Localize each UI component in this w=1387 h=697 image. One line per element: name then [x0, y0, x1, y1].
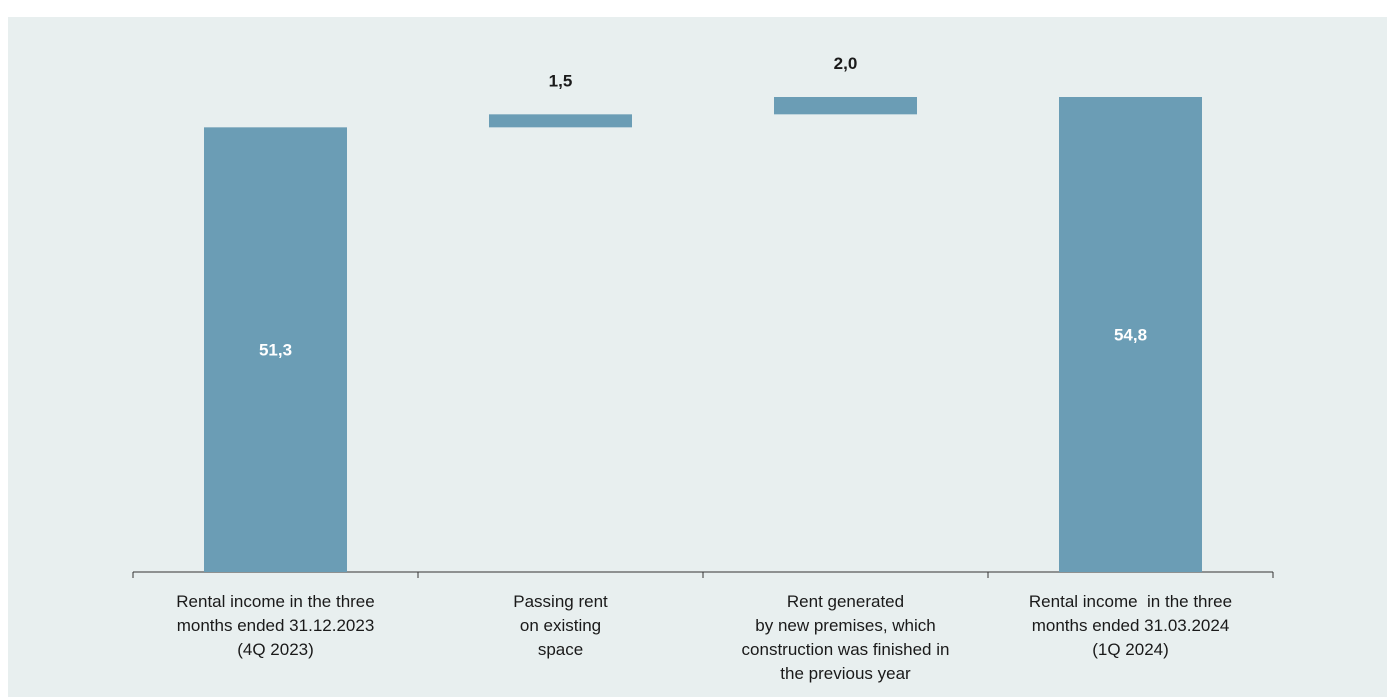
category-label-1: Rental income in the three months ended 3… [176, 592, 374, 659]
data-label-4: 54,8 [1114, 326, 1147, 345]
waterfall-chart: 51,3 Rental income in the three months end… [132, 54, 1274, 683]
chart-area: 51,3 Rental income in the three months end… [8, 17, 1387, 697]
category-label-2: Passing rent on existing space [513, 592, 608, 659]
bar-4 [1059, 97, 1202, 572]
category-label-3: Rent generated by new premises, which cons… [742, 592, 950, 683]
bar-2 [489, 114, 632, 128]
data-label-1: 51,3 [259, 341, 292, 360]
data-label-3: 2,0 [834, 54, 858, 73]
bar-3 [774, 97, 917, 115]
data-label-2: 1,5 [549, 71, 573, 90]
bar-1 [204, 127, 347, 573]
category-label-4: Rental income in the three months ended 3… [1029, 592, 1232, 659]
